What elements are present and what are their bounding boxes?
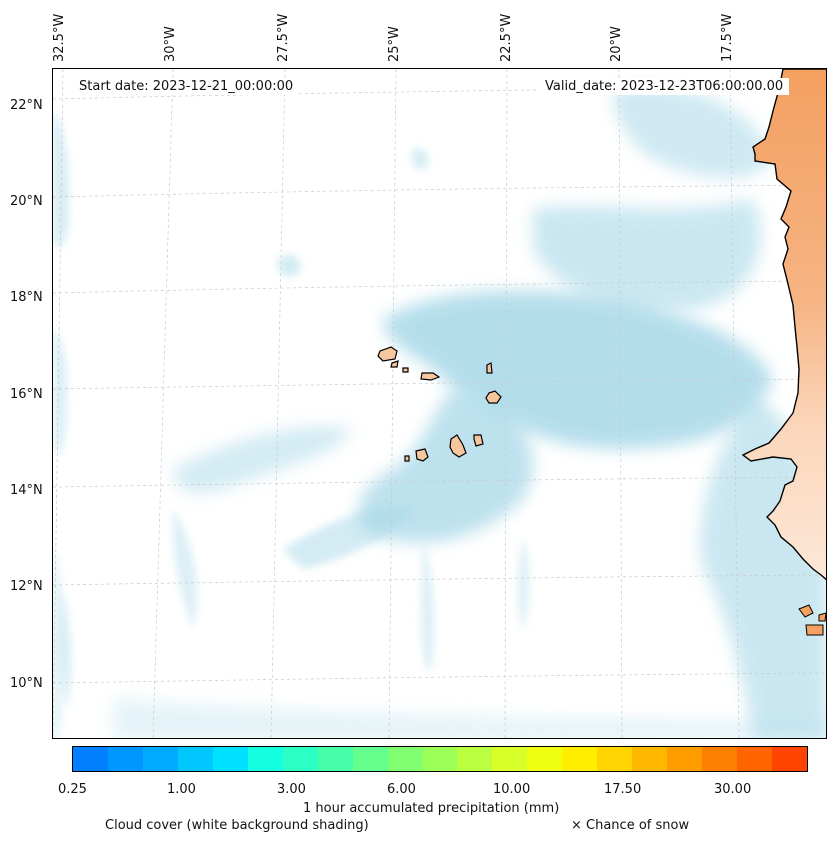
lon-label-17-5w: 17.5°W [720,13,735,62]
colorbar-segment [772,747,808,771]
map-panel[interactable] [52,68,827,739]
colorbar-segment [282,747,318,771]
lat-label-14n: 14°N [10,483,43,498]
colorbar-segment [457,747,493,771]
colorbar-segment [317,747,353,771]
colorbar-segment [527,747,563,771]
colorbar-segment [212,747,248,771]
colorbar-tick-1-00: 1.00 [167,782,196,797]
lat-label-20n: 20°N [10,194,43,209]
colorbar-segment [177,747,213,771]
colorbar-segment [73,747,108,771]
graticule [53,69,826,738]
colorbar-segment [667,747,703,771]
valid-date-label: Valid_date: 2023-12-23T06:00:00.00 [539,78,790,95]
colorbar-tick-30-00: 30.00 [714,782,752,797]
lon-label-32-5w: 32.5°W [52,13,67,62]
snow-legend: × Chance of snow [571,818,690,833]
colorbar-segment [247,747,283,771]
lat-label-16n: 16°N [10,387,43,402]
colorbar-segment [387,747,423,771]
colorbar-tick-0-25: 0.25 [58,782,87,797]
cloud-cover-legend: Cloud cover (white background shading) [105,818,369,833]
colorbar-tick-17-50: 17.50 [604,782,642,797]
lat-label-18n: 18°N [10,290,43,305]
colorbar-tick-10-00: 10.00 [493,782,531,797]
colorbar-segment [492,747,528,771]
lon-label-22-5w: 22.5°W [499,13,514,62]
lon-label-25w: 25°W [387,26,402,62]
lon-label-30w: 30°W [163,26,178,62]
colorbar-segment [562,747,598,771]
lat-label-10n: 10°N [10,676,43,691]
bissau-islands [798,604,826,636]
lon-label-20w: 20°W [609,26,624,62]
precipitation-colorbar [72,746,808,772]
colorbar-segment [142,747,178,771]
colorbar-segment [737,747,773,771]
colorbar-label: 1 hour accumulated precipitation (mm) [303,801,560,816]
colorbar-segment [632,747,668,771]
cape-verde-islands [377,346,502,462]
colorbar-segment [597,747,633,771]
africa-land [741,69,826,581]
colorbar-segment [702,747,738,771]
colorbar-segment [422,747,458,771]
start-date-label: Start date: 2023-12-21_00:00:00 [73,78,300,95]
colorbar-tick-6-00: 6.00 [387,782,416,797]
colorbar-tick-3-00: 3.00 [277,782,306,797]
lat-label-12n: 12°N [10,579,43,594]
map-canvas [53,69,826,738]
lat-label-22n: 22°N [10,98,43,113]
colorbar-segment [352,747,388,771]
lon-label-27-5w: 27.5°W [276,13,291,62]
cloud-cover-shading [53,86,826,738]
colorbar-segment [107,747,143,771]
